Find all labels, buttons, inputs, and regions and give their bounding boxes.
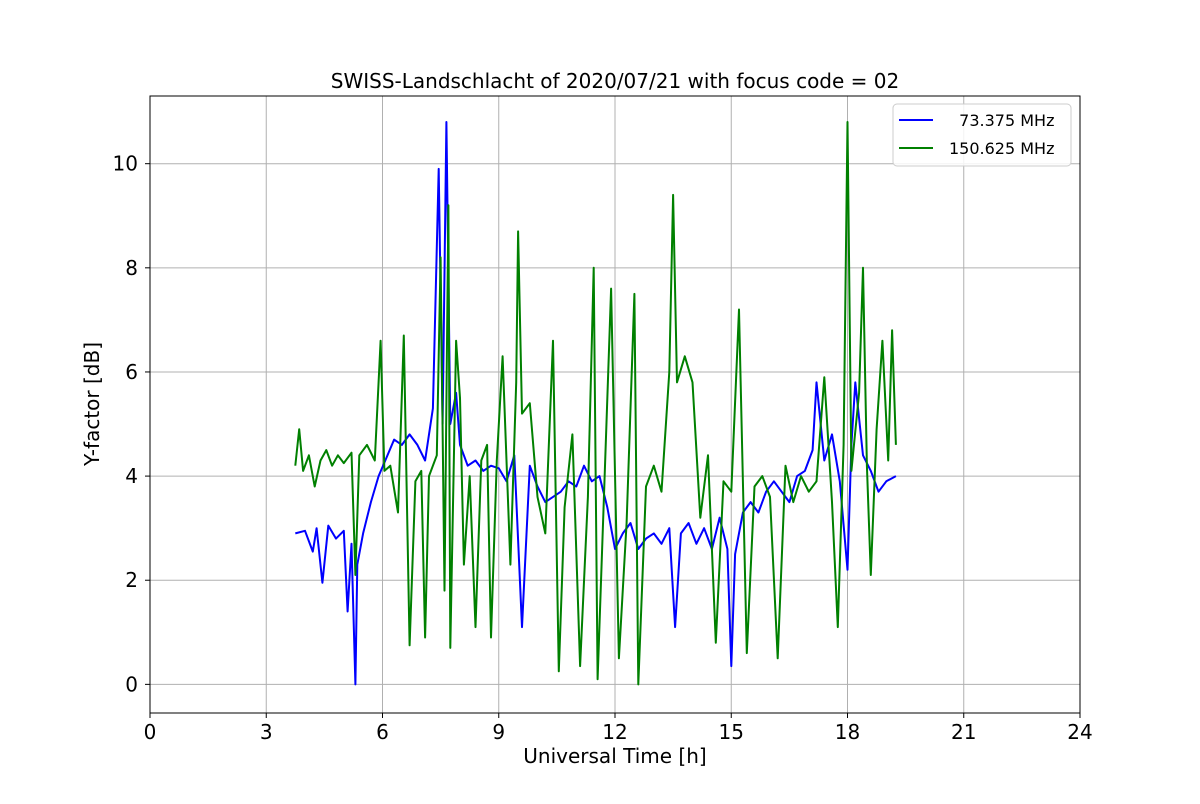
x-tick-label: 21 [951, 720, 976, 744]
y-tick-label: 0 [125, 672, 138, 696]
y-tick-label: 10 [113, 152, 138, 176]
x-tick-label: 9 [492, 720, 505, 744]
series-line-2 [294, 121, 897, 686]
y-tick-label: 4 [125, 464, 138, 488]
y-tick-label: 2 [125, 568, 138, 592]
x-tick-label: 0 [144, 720, 157, 744]
grid-layer [149, 96, 1081, 713]
chart-title: SWISS-Landschlacht of 2020/07/21 with fo… [331, 69, 899, 93]
y-axis-label: Y-factor [dB] [80, 342, 104, 467]
x-tick-label: 18 [835, 720, 860, 744]
legend-label-1: 73.375 MHz [949, 111, 1054, 130]
series-layer [294, 121, 897, 686]
y-tick-label: 8 [125, 256, 138, 280]
x-tick-label: 3 [260, 720, 273, 744]
x-tick-label: 24 [1067, 720, 1092, 744]
legend: 73.375 MHz 150.625 MHz [892, 103, 1072, 167]
y-tick-label: 6 [125, 360, 138, 384]
x-tick-label: 15 [719, 720, 744, 744]
x-tick-label: 12 [602, 720, 627, 744]
legend-box [892, 103, 1072, 167]
legend-label-2: 150.625 MHz [949, 139, 1054, 158]
x-tick-label: 6 [376, 720, 389, 744]
x-axis-label: Universal Time [h] [523, 744, 706, 768]
series-line-1 [295, 121, 897, 686]
